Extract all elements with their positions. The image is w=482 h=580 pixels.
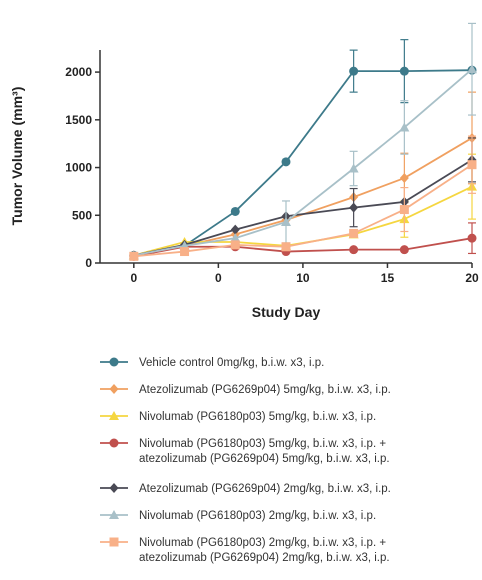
data-point — [349, 245, 359, 255]
legend-label: Nivolumab (PG6180p03) 2mg/kg, b.i.w. x3,… — [139, 537, 386, 549]
legend-entry-5: Atezolizumab (PG6269p04) 2mg/kg, b.i.w. … — [100, 483, 391, 495]
data-point — [230, 224, 240, 235]
x-tick-label: 10 — [296, 271, 310, 285]
data-point — [399, 122, 410, 132]
x-axis-ticks: 0 0 10 15 20 — [130, 263, 479, 285]
data-point — [467, 160, 477, 170]
series-1 — [129, 39, 477, 260]
legend-marker — [109, 483, 119, 493]
axes — [99, 50, 472, 264]
series-7 — [129, 135, 477, 261]
legend-label: Vehicle control 0mg/kg, b.i.w. x3, i.p. — [139, 357, 324, 369]
data-point — [467, 64, 477, 74]
legend-marker — [109, 411, 119, 420]
y-tick-label: 1000 — [65, 161, 92, 175]
legend-marker — [109, 510, 119, 519]
x-tick-label: 0 — [215, 271, 222, 285]
legend-entry-3: Nivolumab (PG6180p03) 5mg/kg, b.i.w. x3,… — [100, 411, 376, 423]
legend-entry-7: Nivolumab (PG6180p03) 2mg/kg, b.i.w. x3,… — [100, 537, 390, 564]
data-point — [349, 228, 359, 238]
data-point — [230, 206, 240, 216]
series-line — [133, 69, 473, 257]
series-6 — [128, 22, 477, 260]
series-line — [133, 68, 473, 257]
data-point — [180, 247, 190, 257]
legend-entry-2: Atezolizumab (PG6269p04) 5mg/kg, b.i.w. … — [100, 384, 391, 396]
x-tick-label: 20 — [465, 271, 479, 285]
data-point — [349, 66, 359, 76]
legend-label: Nivolumab (PG6180p03) 5mg/kg, b.i.w. x3,… — [139, 438, 386, 450]
data-point — [399, 66, 409, 76]
data-point — [399, 205, 409, 215]
legend-entry-1: Vehicle control 0mg/kg, b.i.w. x3, i.p. — [100, 357, 324, 369]
data-point — [399, 245, 409, 255]
data-point — [348, 163, 359, 173]
data-point — [349, 202, 359, 213]
legend-entry-4: Nivolumab (PG6180p03) 5mg/kg, b.i.w. x3,… — [100, 438, 390, 465]
legend-marker — [109, 384, 119, 394]
plot-area — [128, 22, 477, 261]
y-tick-label: 1500 — [65, 113, 92, 127]
legend-entry-6: Nivolumab (PG6180p03) 2mg/kg, b.i.w. x3,… — [100, 510, 376, 522]
y-tick-label: 0 — [85, 256, 92, 270]
legend-label: Atezolizumab (PG6269p04) 2mg/kg, b.i.w. … — [139, 483, 391, 495]
y-axis-title: Tumor Volume (mm³) — [9, 87, 25, 226]
data-point — [129, 251, 139, 261]
legend-marker — [109, 357, 119, 367]
y-tick-label: 2000 — [65, 65, 92, 79]
y-tick-label: 500 — [72, 208, 92, 222]
x-tick-label: 15 — [381, 271, 395, 285]
y-axis-ticks: 0 500 1000 1500 2000 — [65, 65, 100, 270]
legend-label: Atezolizumab (PG6269p04) 5mg/kg, b.i.w. … — [139, 384, 391, 396]
data-point — [281, 157, 291, 167]
legend-label: atezolizumab (PG6269p04) 2mg/kg, b.i.w. … — [139, 552, 390, 564]
legend-label: Nivolumab (PG6180p03) 2mg/kg, b.i.w. x3,… — [139, 510, 376, 522]
x-tick-label: 0 — [130, 271, 137, 285]
data-point — [230, 240, 240, 250]
data-point — [281, 242, 291, 252]
series-2 — [129, 91, 477, 261]
data-point — [281, 216, 291, 226]
legend-marker — [109, 438, 119, 448]
legend: Vehicle control 0mg/kg, b.i.w. x3, i.p. A… — [100, 357, 391, 564]
legend-label: atezolizumab (PG6269p04) 5mg/kg, b.i.w. … — [139, 453, 390, 465]
x-axis-title: Study Day — [252, 304, 321, 320]
data-point — [230, 233, 241, 243]
data-point — [467, 233, 477, 243]
data-point — [399, 173, 409, 184]
legend-marker — [109, 537, 119, 547]
legend-label: Nivolumab (PG6180p03) 5mg/kg, b.i.w. x3,… — [139, 411, 376, 423]
